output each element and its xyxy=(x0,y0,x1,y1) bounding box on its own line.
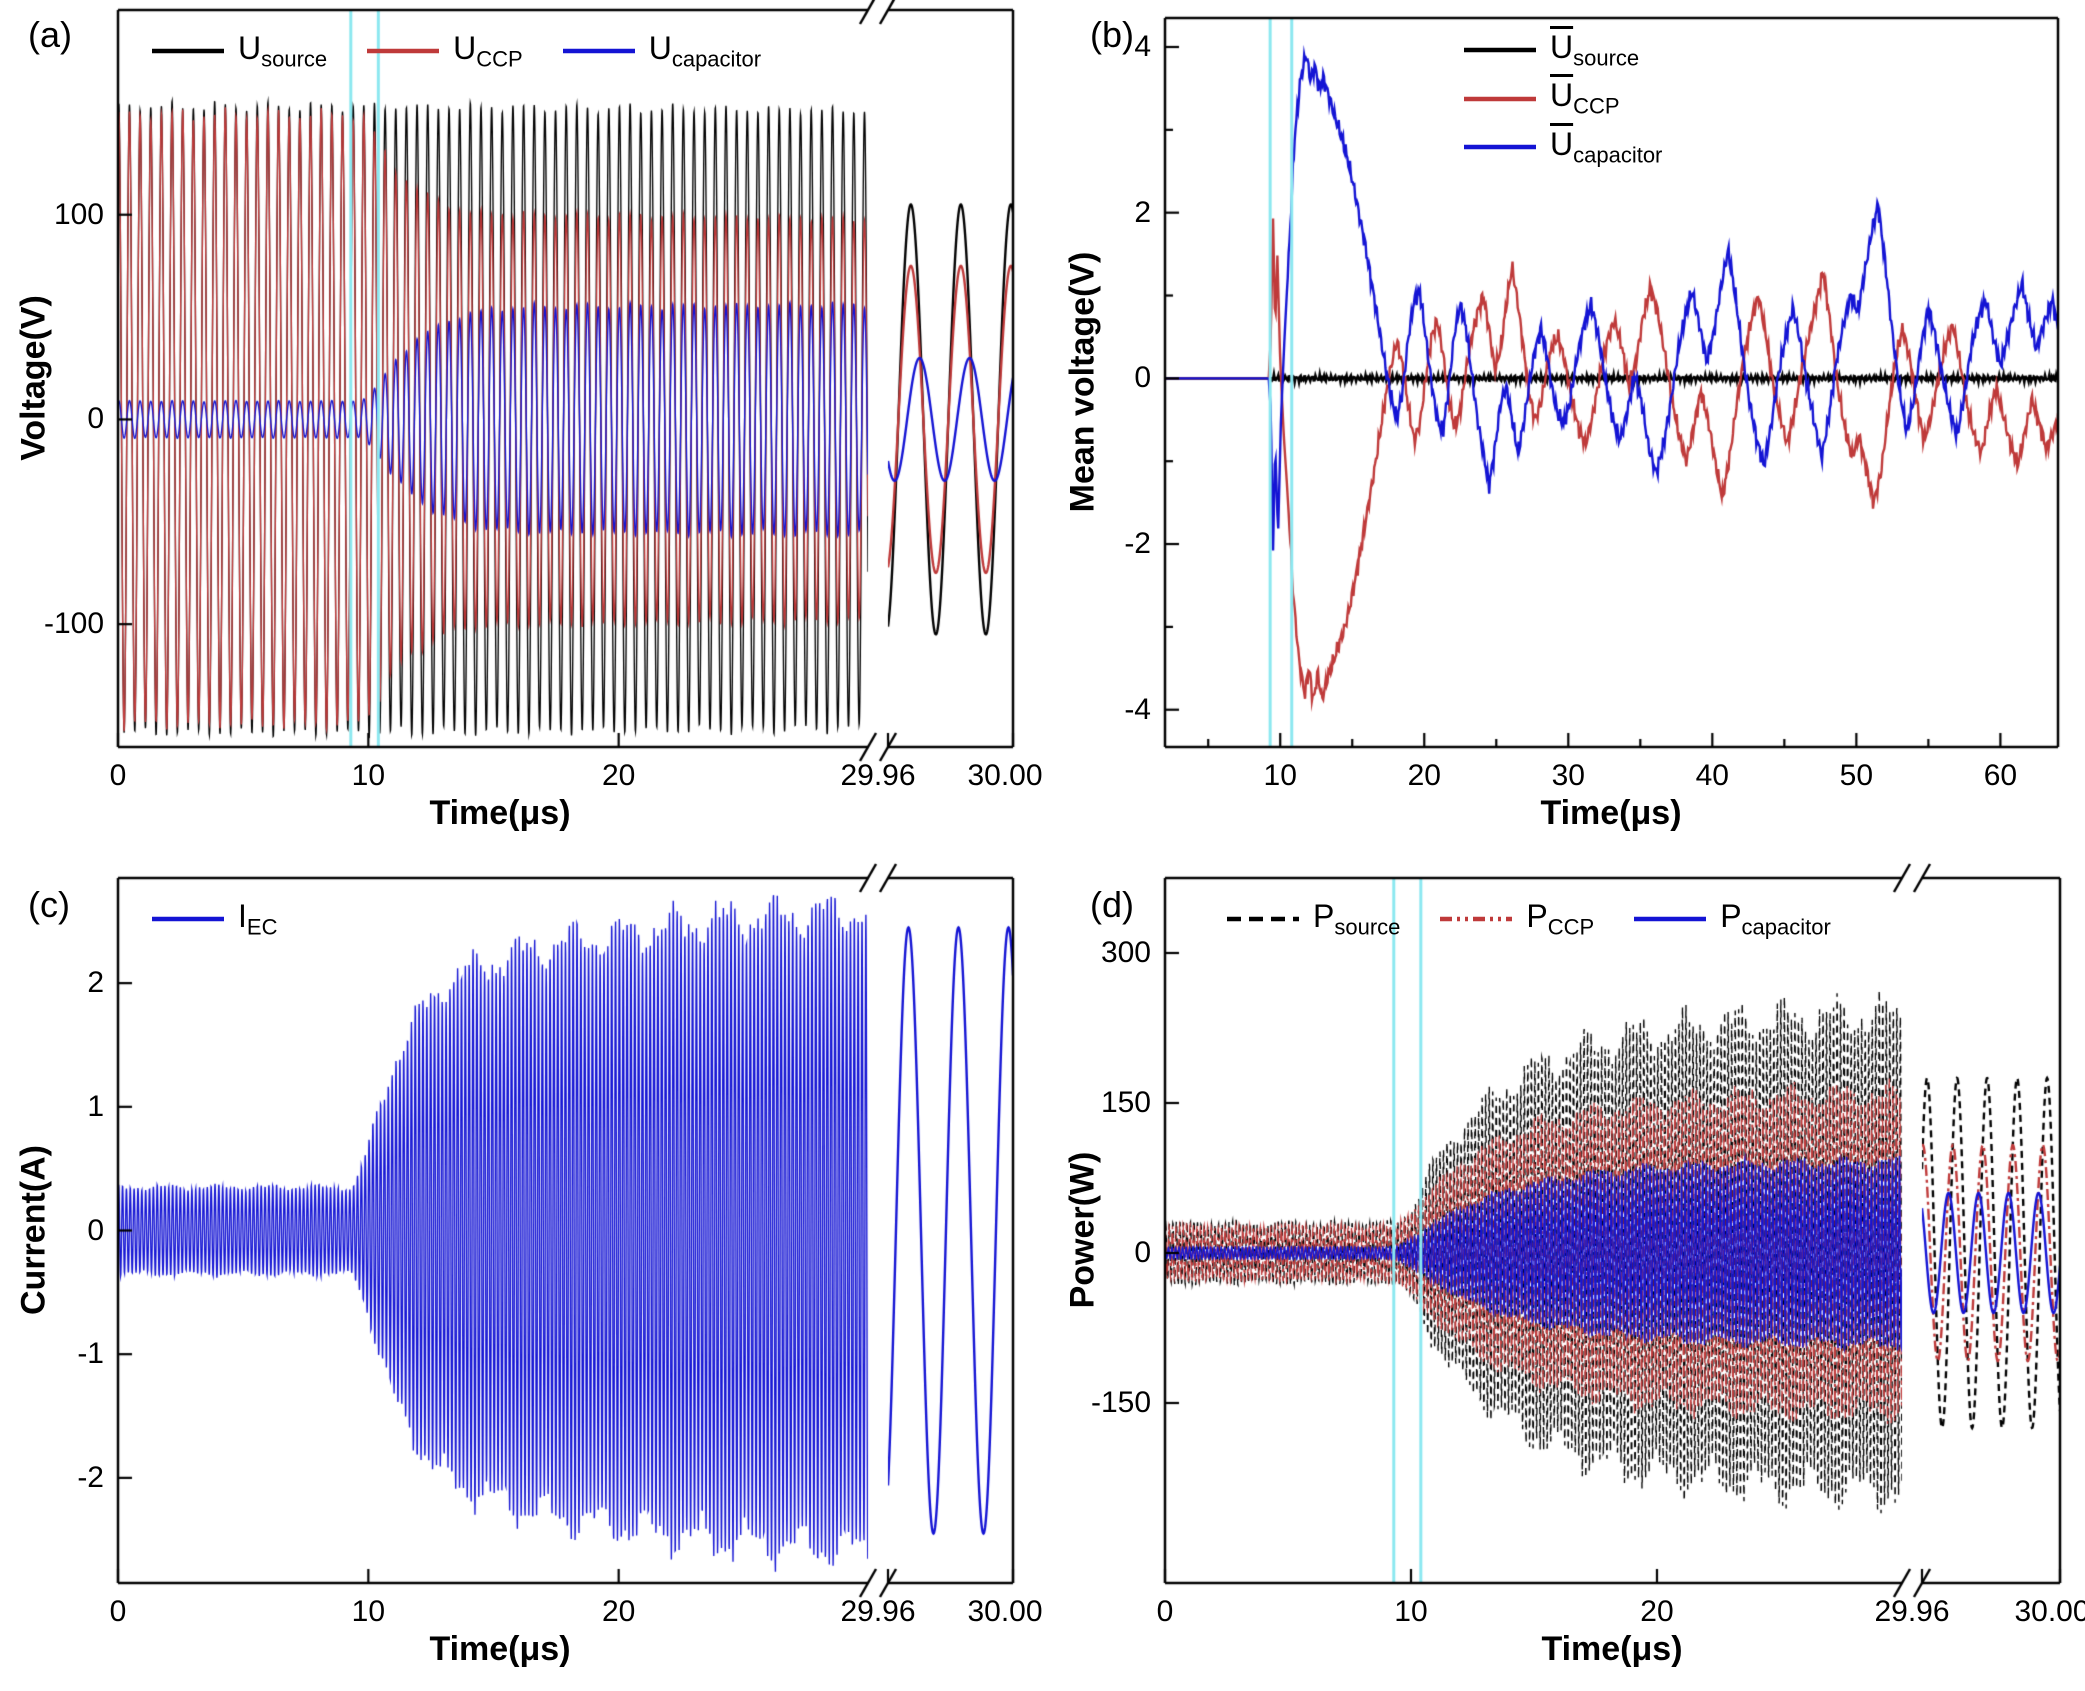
x-tick-label: 0 xyxy=(1156,1595,1174,1628)
legend-entry: IEC xyxy=(150,898,277,940)
panel-c-label: (c) xyxy=(28,884,70,925)
legend-label: UCCP xyxy=(1550,77,1620,119)
y-tick-label: -2 xyxy=(1124,527,1151,561)
y-tick-label: -150 xyxy=(1090,1386,1151,1419)
x-tick-label: 29.96 xyxy=(1874,1595,1950,1628)
x-tick-label: 10 xyxy=(351,1595,386,1628)
panel-a-xlabel: Time(μs) xyxy=(429,794,571,832)
legend-label: Usource xyxy=(238,30,328,72)
legend-entry: Usource xyxy=(1462,29,1639,71)
legend-label: Usource xyxy=(1550,29,1640,71)
legend-line-black-icon xyxy=(152,48,224,54)
legend-line-black-icon xyxy=(1464,47,1536,53)
y-tick-label: 2 xyxy=(87,966,104,1000)
panel-a-legend: Usource UCCP Ucapacitor xyxy=(150,30,799,72)
panel-c-legend: IEC xyxy=(150,898,315,940)
x-tick-label: 0 xyxy=(109,1595,127,1628)
legend-entry: PCCP xyxy=(1438,898,1594,940)
y-tick-label: 4 xyxy=(1134,29,1151,63)
y-tick-label: 1 xyxy=(87,1089,104,1123)
legend-label: Psource xyxy=(1313,898,1401,940)
x-tick-label: 30.00 xyxy=(967,1595,1043,1628)
y-tick-label: 150 xyxy=(1100,1086,1151,1119)
panel-c-xlabel: Time(μs) xyxy=(429,1630,571,1668)
legend-entry: Usource xyxy=(150,30,327,72)
legend-line-blue-icon xyxy=(562,48,635,54)
x-tick-label: 20 xyxy=(1640,1595,1674,1628)
legend-label: Ucapacitor xyxy=(648,30,762,72)
legend-entry: Ucapacitor xyxy=(561,30,761,72)
y-tick-label: 100 xyxy=(53,197,104,231)
x-tick-label: 29.96 xyxy=(840,1595,916,1628)
legend-entry: Ucapacitor xyxy=(1462,126,1662,168)
x-tick-label: 30 xyxy=(1551,759,1585,792)
legend-line-blue-icon xyxy=(152,916,224,922)
x-tick-label: 60 xyxy=(1983,759,2018,792)
legend-label: PCCP xyxy=(1526,898,1595,940)
panel-b-label: (b) xyxy=(1090,14,1134,55)
x-tick-label: 20 xyxy=(601,759,636,792)
panel-c-ylabel: Current(A) xyxy=(14,1145,53,1315)
x-tick-label: 10 xyxy=(1394,1595,1428,1628)
x-tick-label: 30.00 xyxy=(967,759,1043,792)
legend-entry: UCCP xyxy=(1462,77,1620,119)
y-tick-label: 0 xyxy=(1134,361,1151,395)
panel-d-ylabel: Power(W) xyxy=(1063,1151,1102,1309)
x-tick-label: 29.96 xyxy=(840,759,916,792)
panel-a-ylabel: Voltage(V) xyxy=(14,295,53,461)
legend-line-black-icon xyxy=(1227,916,1299,922)
panel-d-legend: Psource PCCP Pcapacitor xyxy=(1225,898,1869,940)
legend-entry: Pcapacitor xyxy=(1632,898,1831,940)
legend-entry: Psource xyxy=(1225,898,1400,940)
y-tick-label: -4 xyxy=(1124,692,1151,726)
legend-line-red-icon xyxy=(1440,916,1513,922)
x-tick-label: 30.00 xyxy=(2014,1595,2085,1628)
y-tick-label: 2 xyxy=(1134,195,1151,229)
x-tick-label: 40 xyxy=(1695,759,1729,792)
x-tick-label: 10 xyxy=(351,759,386,792)
x-tick-label: 0 xyxy=(109,759,127,792)
legend-label: Ucapacitor xyxy=(1550,125,1663,168)
x-tick-label: 10 xyxy=(1263,759,1297,792)
y-tick-label: 0 xyxy=(87,402,104,436)
y-tick-label: -1 xyxy=(77,1337,104,1371)
panel-b-xlabel: Time(μs) xyxy=(1540,794,1682,832)
x-tick-label: 20 xyxy=(601,1595,636,1628)
legend-label: IEC xyxy=(238,898,278,940)
panel-a-label: (a) xyxy=(28,14,72,55)
legend-line-blue-icon xyxy=(1634,916,1707,922)
legend-label: Pcapacitor xyxy=(1720,898,1831,940)
x-tick-label: 20 xyxy=(1407,759,1441,792)
panel-b-legend: Usource UCCP Ucapacitor xyxy=(1462,26,1662,171)
legend-label: UCCP xyxy=(453,30,523,72)
legend-line-red-icon xyxy=(1464,96,1536,101)
y-tick-label: -2 xyxy=(77,1460,104,1494)
panel-d-xlabel: Time(μs) xyxy=(1541,1630,1683,1668)
y-tick-label: 0 xyxy=(87,1213,104,1247)
legend-entry: UCCP xyxy=(365,30,523,72)
panel-b-ylabel: Mean voltage(V) xyxy=(1063,251,1102,513)
y-tick-label: 0 xyxy=(1134,1236,1151,1269)
legend-line-blue-icon xyxy=(1464,144,1536,150)
y-tick-label: 300 xyxy=(1100,936,1151,969)
x-tick-label: 50 xyxy=(1839,759,1874,792)
panel-d-label: (d) xyxy=(1090,884,1134,925)
y-tick-label: -100 xyxy=(43,607,104,641)
legend-line-red-icon xyxy=(367,48,440,54)
